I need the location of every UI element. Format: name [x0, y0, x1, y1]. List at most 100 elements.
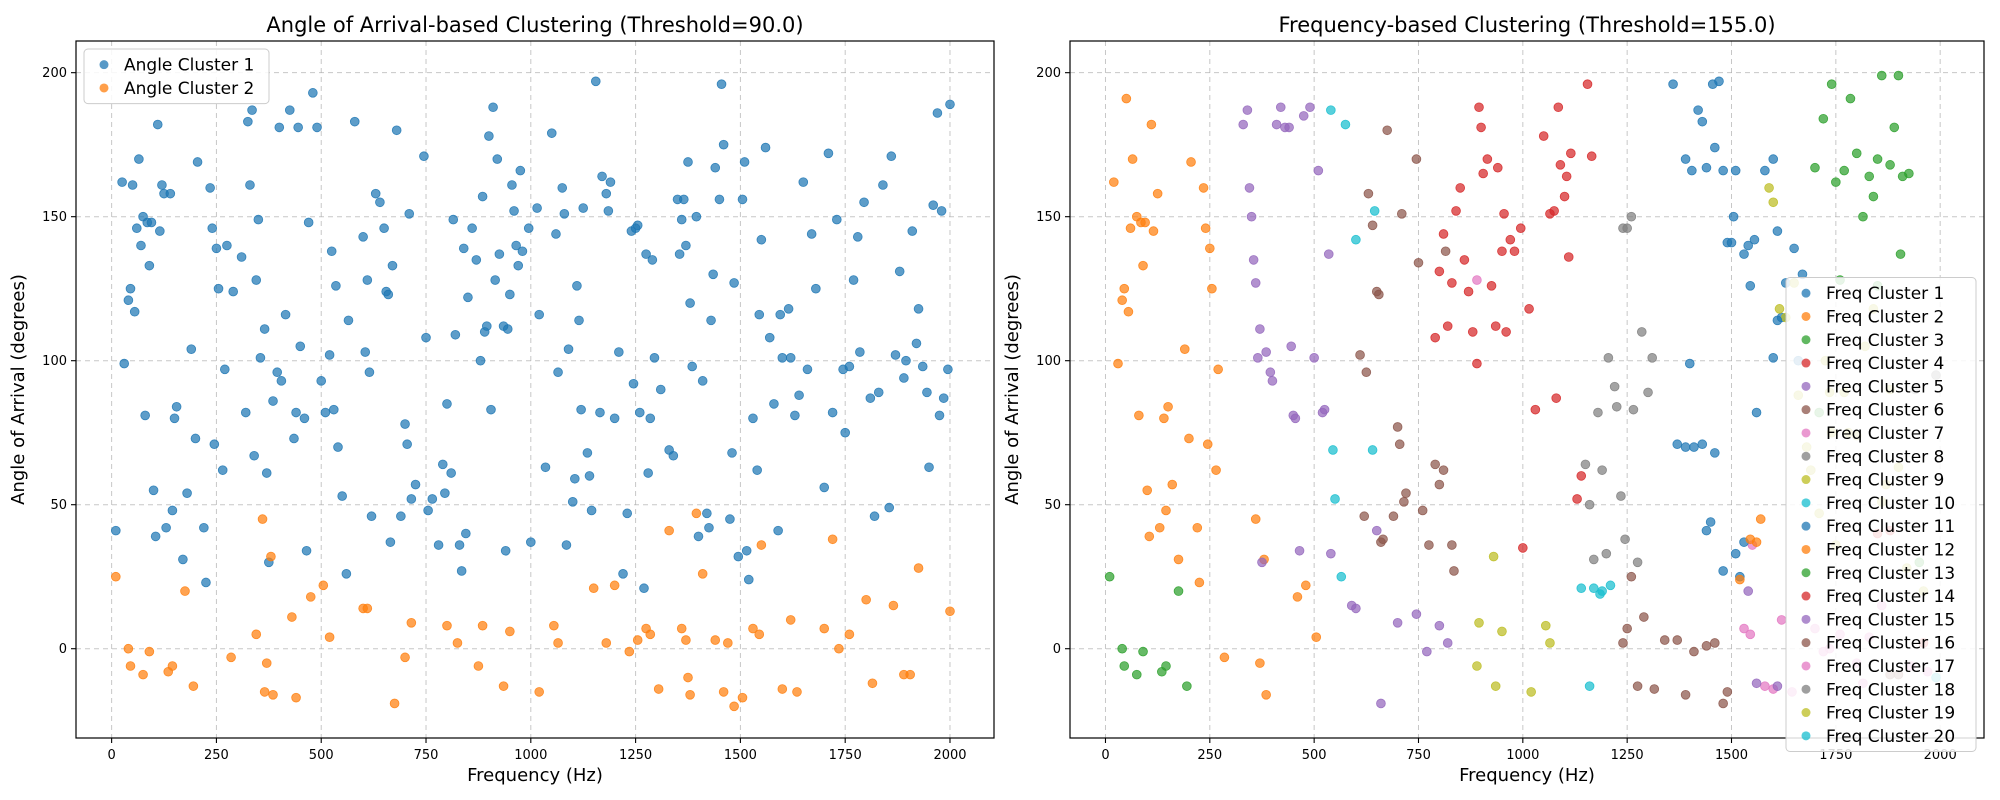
legend-marker: [1801, 498, 1811, 508]
angle-cluster-1-point: [802, 364, 813, 375]
y-tick-label: 50: [1044, 498, 1061, 513]
angle-cluster-1-point: [182, 488, 192, 498]
angle-cluster-2-point: [261, 658, 272, 668]
freq-cluster-5-point: [1246, 211, 1257, 222]
freq-cluster-6-point: [1447, 540, 1457, 550]
freq-cluster-4-point: [1459, 255, 1470, 265]
freq-cluster-6-point: [1399, 497, 1409, 507]
angle-cluster-1-point: [255, 353, 266, 363]
angle-cluster-1-point: [884, 502, 895, 513]
freq-cluster-6-point: [1396, 209, 1407, 219]
freq-cluster-11-point: [1726, 237, 1737, 248]
angle-cluster-1-point: [402, 439, 412, 450]
freq-cluster-8-point: [1580, 459, 1591, 470]
freq-cluster-4-point: [1561, 171, 1572, 182]
freq-cluster-6-point: [1363, 188, 1374, 199]
freq-cluster-2-point: [1198, 183, 1209, 193]
angle-cluster-1-point: [423, 505, 433, 516]
legend-label: Freq Cluster 6: [1826, 401, 1944, 421]
angle-cluster-1-point: [341, 569, 352, 579]
angle-cluster-1-point: [706, 315, 716, 326]
angle-cluster-1-point: [400, 419, 410, 429]
legend-label: Freq Cluster 5: [1826, 377, 1944, 397]
freq-cluster-4-point: [1509, 246, 1520, 257]
angle-cluster-1-point: [609, 413, 620, 424]
angle-cluster-1-point: [125, 283, 136, 294]
angle-cluster-1-point: [507, 180, 517, 190]
freq-cluster-4-point: [1551, 393, 1562, 403]
freq-cluster-2-point: [1173, 554, 1184, 565]
freq-cluster-5-point: [1267, 376, 1278, 386]
angle-cluster-2-point: [291, 692, 301, 703]
angle-cluster-2-point: [406, 617, 417, 628]
angle-cluster-2-point: [697, 569, 708, 579]
angle-cluster-1-point: [618, 569, 628, 579]
angle-cluster-1-point: [500, 545, 511, 556]
freq-cluster-9-point: [1472, 661, 1482, 671]
angle-cluster-1-point: [645, 413, 656, 424]
angle-cluster-1-point: [333, 442, 343, 452]
angle-cluster-1-point: [217, 465, 228, 475]
angle-cluster-1-point: [272, 367, 283, 378]
angle-cluster-2-point: [400, 652, 410, 663]
freq-cluster-6-point: [1449, 566, 1459, 576]
angle-cluster-1-point: [913, 304, 924, 314]
legend-marker: [1801, 335, 1811, 345]
angle-cluster-1-point: [312, 122, 322, 133]
angle-cluster-1-point: [943, 364, 953, 375]
angle-cluster-2-point: [442, 620, 452, 631]
angle-cluster-1-point: [247, 105, 257, 115]
freq-cluster-3-point: [1810, 162, 1820, 173]
freq-cluster-11-point: [1680, 442, 1691, 452]
freq-cluster-6-point: [1659, 635, 1670, 645]
freq-cluster-4-point: [1451, 206, 1461, 216]
freq-cluster-2-point: [1207, 283, 1217, 294]
angle-cluster-1-point: [873, 387, 884, 398]
freq-cluster-10-point: [1326, 105, 1336, 115]
angle-cluster-1-point: [362, 275, 373, 285]
freq-cluster-5-point: [1294, 545, 1305, 556]
angle-cluster-1-point: [886, 151, 897, 162]
x-tick-label: 1500: [724, 748, 757, 763]
legend-label: Freq Cluster 8: [1826, 447, 1944, 467]
angle-cluster-1-point: [764, 332, 775, 343]
angle-cluster-1-point: [467, 223, 477, 234]
freq-cluster-3-point: [1173, 586, 1184, 596]
legend-label: Freq Cluster 12: [1826, 540, 1955, 560]
angle-cluster-1-point: [119, 358, 130, 369]
angle-cluster-1-point: [693, 531, 704, 542]
freq-cluster-4-point: [1586, 151, 1597, 162]
legend-label: Freq Cluster 1: [1826, 284, 1944, 304]
angle-cluster-1-point: [710, 162, 721, 173]
freq-cluster-15-point: [1376, 698, 1386, 709]
freq-cluster-3-point: [1131, 669, 1142, 680]
freq-cluster-7-point: [1739, 623, 1749, 634]
right-legend: Freq Cluster 1 Freq Cluster 2 Freq Cluster…: [1785, 277, 1977, 752]
angle-cluster-2-point: [945, 606, 955, 617]
freq-cluster-15-point: [1442, 638, 1453, 648]
angle-cluster-2-point: [111, 571, 121, 582]
freq-cluster-4-point: [1455, 183, 1466, 193]
freq-cluster-6-point: [1639, 612, 1649, 622]
angle-cluster-2-point: [452, 638, 463, 648]
freq-cluster-6-point: [1417, 505, 1428, 516]
legend-box: [1785, 277, 1977, 752]
freq-cluster-4-point: [1582, 79, 1593, 90]
legend-label: Freq Cluster 4: [1826, 354, 1944, 374]
angle-cluster-1-point: [201, 577, 211, 588]
angle-cluster-1-point: [406, 494, 417, 504]
freq-cluster-3-point: [1161, 661, 1171, 671]
freq-cluster-3-point: [1839, 165, 1849, 176]
angle-cluster-1-point: [152, 119, 163, 130]
angle-cluster-1-point: [685, 298, 695, 308]
freq-cluster-2-point: [1138, 260, 1148, 271]
angle-cluster-2-point: [792, 687, 802, 697]
angle-cluster-1-point: [475, 355, 486, 366]
freq-cluster-6-point: [1689, 646, 1699, 657]
freq-cluster-3-point: [1117, 643, 1127, 654]
legend-marker: [1801, 358, 1811, 368]
angle-cluster-1-point: [878, 180, 888, 190]
angle-cluster-1-point: [379, 223, 389, 234]
legend-marker: [1801, 428, 1811, 438]
freq-cluster-1-point: [1730, 165, 1741, 176]
